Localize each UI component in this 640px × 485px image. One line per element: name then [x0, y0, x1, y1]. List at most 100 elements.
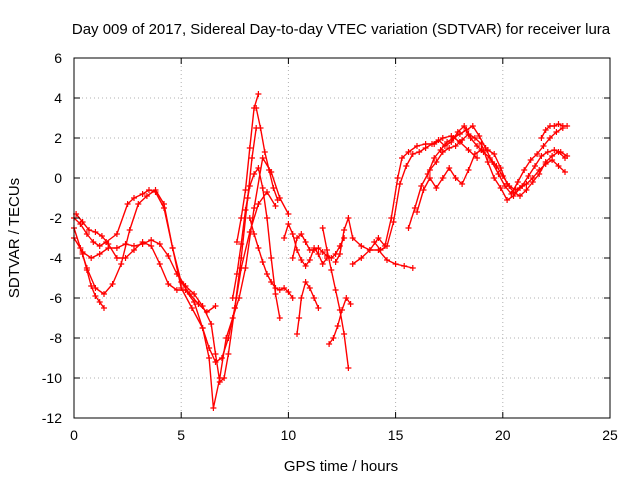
data-point — [242, 187, 249, 193]
data-point — [334, 323, 341, 329]
series-arc-7 — [246, 215, 296, 301]
series-line — [416, 149, 566, 213]
series-arc-6 — [229, 165, 283, 321]
data-point — [298, 257, 305, 263]
data-point — [349, 235, 356, 241]
data-point — [233, 239, 240, 245]
data-point — [83, 231, 90, 237]
data-point — [289, 255, 296, 261]
data-point — [414, 143, 420, 149]
data-point — [199, 303, 206, 309]
data-point — [113, 231, 120, 237]
series-arc-21 — [538, 121, 571, 141]
data-point — [296, 315, 303, 321]
data-point — [553, 129, 560, 135]
data-point — [347, 301, 354, 307]
data-point — [257, 125, 264, 131]
series-line — [232, 167, 281, 319]
data-point — [332, 259, 339, 265]
series-arc-9 — [253, 105, 281, 203]
chart-title: Day 009 of 2017, Sidereal Day-to-day VTE… — [72, 21, 611, 38]
data-point — [450, 135, 457, 141]
data-point — [416, 149, 423, 155]
data-point — [165, 253, 172, 259]
data-point — [474, 143, 481, 149]
data-point — [538, 153, 545, 159]
data-point — [315, 251, 322, 257]
data-point — [375, 235, 382, 241]
grid-layer — [74, 58, 610, 418]
data-point — [388, 215, 395, 221]
data-point — [497, 165, 504, 171]
data-point — [212, 351, 219, 357]
data-point — [478, 141, 485, 147]
data-point — [521, 167, 528, 173]
data-point — [336, 251, 343, 257]
series-line — [352, 135, 478, 265]
series-arc-1 — [71, 125, 260, 365]
data-point — [255, 245, 262, 251]
data-point — [551, 123, 558, 129]
data-point — [242, 265, 249, 271]
data-point — [139, 191, 146, 197]
data-point — [311, 295, 318, 301]
data-point — [96, 243, 103, 249]
data-point — [79, 219, 86, 225]
data-point — [274, 197, 281, 203]
data-point — [246, 215, 253, 221]
data-point — [285, 289, 292, 295]
data-point — [403, 163, 410, 169]
data-point — [469, 123, 476, 129]
series-line — [328, 297, 352, 345]
data-point — [251, 231, 258, 237]
data-point — [182, 287, 189, 293]
data-point — [83, 267, 90, 273]
data-point — [122, 241, 129, 247]
data-point — [246, 145, 253, 151]
data-point — [294, 235, 300, 241]
data-point — [272, 285, 279, 291]
y-tick-label: 6 — [54, 50, 62, 66]
data-point — [422, 145, 429, 151]
data-point — [255, 165, 262, 171]
data-point — [491, 151, 498, 157]
data-point — [396, 181, 403, 187]
series-line — [81, 253, 105, 309]
data-point — [405, 149, 412, 155]
data-point — [384, 257, 390, 263]
data-point — [523, 181, 530, 187]
data-point — [534, 151, 541, 157]
data-point — [191, 291, 198, 297]
data-point — [169, 245, 176, 251]
data-point — [86, 227, 92, 233]
x-tick-label: 20 — [495, 427, 511, 443]
y-axis-label: SDTVAR / TECUs — [6, 178, 23, 298]
data-point — [542, 161, 549, 167]
data-point — [238, 215, 245, 221]
data-point — [92, 285, 99, 291]
data-point — [236, 295, 243, 301]
data-point — [555, 121, 562, 127]
series-arc-8 — [233, 91, 262, 245]
data-point — [229, 295, 236, 301]
data-point — [79, 251, 86, 257]
data-point — [249, 155, 255, 161]
data-point — [208, 321, 215, 327]
data-point — [268, 255, 275, 261]
series-arc-11 — [289, 231, 348, 261]
data-point — [420, 187, 427, 193]
data-point — [148, 243, 155, 249]
data-point — [90, 239, 97, 245]
data-point — [439, 175, 446, 181]
data-point — [225, 351, 232, 357]
data-point — [523, 187, 530, 193]
data-point — [439, 149, 446, 155]
data-point — [504, 197, 511, 203]
data-point — [414, 209, 420, 215]
series-line — [73, 189, 217, 313]
series-layer — [71, 91, 571, 411]
data-point — [401, 263, 408, 269]
data-point — [411, 205, 418, 211]
axis-layer: 0 5 10 15 20 25 -12 -10 -8 -6 -4 -2 0 2 4 6 — [42, 50, 618, 443]
data-point — [424, 171, 431, 177]
